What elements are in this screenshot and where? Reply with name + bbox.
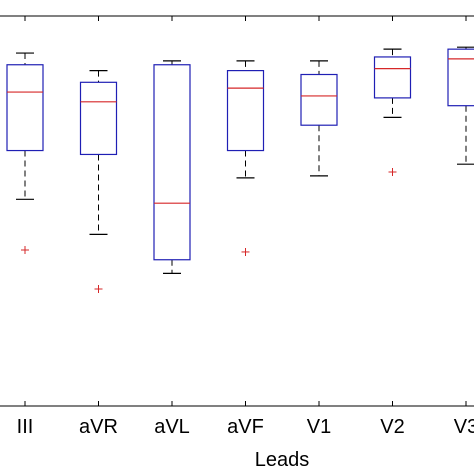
x-tick-label-avf: aVF [227, 416, 264, 438]
box-avr [79, 81, 118, 156]
x-axis-title: Leads [255, 449, 310, 471]
x-tick-label-v3: V3 [454, 416, 474, 438]
box-group-v2 [373, 48, 412, 176]
box-v1 [300, 73, 338, 126]
outlier-iii-0 [21, 246, 29, 254]
x-axis-ticks: III aVR aVL aVF V1 V2 V3 [17, 16, 474, 438]
outlier-avr-0 [94, 285, 103, 293]
box-avl [153, 64, 191, 261]
plot-axes [0, 15, 474, 407]
box-v2 [373, 56, 412, 99]
x-tick-label-avr: aVR [79, 416, 118, 438]
box-group-iii [6, 52, 44, 254]
x-tick-label-avl: aVL [154, 416, 190, 438]
x-tick-label-iii: III [17, 416, 34, 438]
box-avf [226, 69, 265, 152]
box-series [6, 46, 474, 293]
box-group-avl [153, 60, 191, 274]
outlier-v2-0 [388, 168, 397, 176]
box-group-v3 [447, 46, 474, 165]
box-group-avf [226, 60, 265, 256]
box-v3 [447, 48, 474, 107]
x-tick-label-v2: V2 [380, 416, 404, 438]
outlier-avf-0 [241, 247, 250, 256]
box-group-avr [79, 69, 118, 293]
x-tick-label-v1: V1 [307, 416, 331, 438]
box-group-v1 [300, 60, 338, 177]
box-iii [6, 64, 44, 152]
